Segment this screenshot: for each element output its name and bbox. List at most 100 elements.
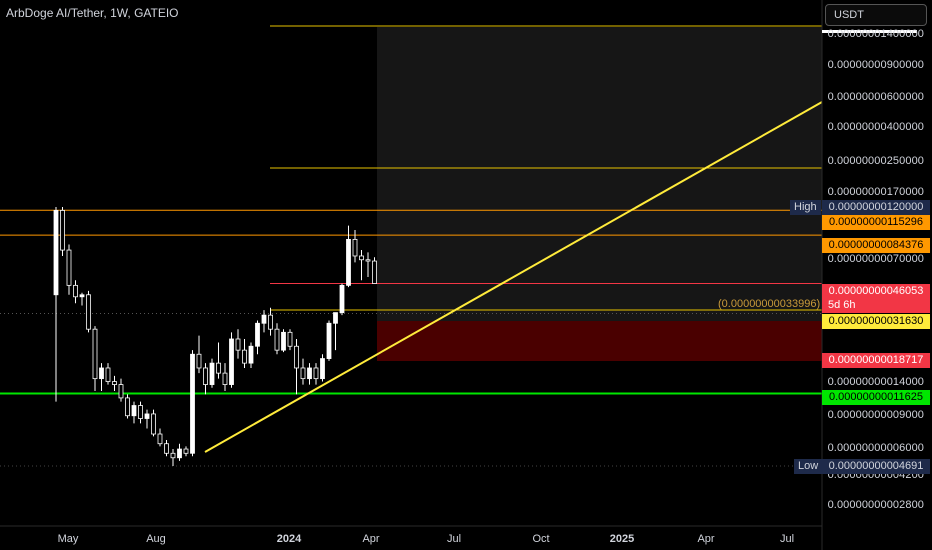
time-axis-label: Jul xyxy=(779,533,795,545)
bear-candle-body xyxy=(203,367,208,385)
bull-candle-body xyxy=(320,358,325,380)
bull-candle-body xyxy=(229,338,234,385)
bull-candle-body xyxy=(248,345,254,364)
bull-candle-body xyxy=(307,367,312,380)
green-price-badge: 0.00000000011625 xyxy=(822,390,930,405)
bear-candle-body xyxy=(60,210,65,251)
candle xyxy=(229,332,234,388)
candle xyxy=(196,335,202,374)
candle xyxy=(261,310,267,333)
candle xyxy=(203,363,208,395)
candle xyxy=(242,338,247,368)
candle xyxy=(359,250,364,281)
trend-line[interactable] xyxy=(204,101,823,453)
price-axis-tick-label: 0.00000000400000 xyxy=(827,121,924,133)
price-axis-scroll-marker xyxy=(822,30,917,33)
candle xyxy=(151,409,156,437)
candle xyxy=(177,443,182,461)
bull-candle-body xyxy=(261,314,267,324)
bull-candle-body xyxy=(190,353,195,454)
price-axis-tick-label: 0.00000000006000 xyxy=(827,442,924,454)
bear-candle-body xyxy=(112,381,117,385)
bear-candle-body xyxy=(294,345,299,369)
candle xyxy=(125,394,130,419)
time-axis-label: 2025 xyxy=(609,533,635,545)
price-axis-top-label: 0.00000001400000 xyxy=(827,28,924,40)
bear-candle-body xyxy=(170,452,176,459)
candle xyxy=(73,280,78,304)
time-axis-label: Apr xyxy=(697,533,715,545)
candle xyxy=(118,378,124,402)
bear-candle-body xyxy=(287,331,293,347)
yellow-price-badge: 0.00000000031630 xyxy=(822,314,930,329)
candle xyxy=(268,307,273,336)
bull-candle-body xyxy=(79,294,85,298)
candle xyxy=(255,320,260,355)
candle xyxy=(339,283,345,316)
red-zone-price-badge: 0.00000000018717 xyxy=(822,353,930,368)
candle xyxy=(183,446,189,457)
bear-candle-body xyxy=(222,372,228,385)
time-axis-label: Oct xyxy=(532,533,550,545)
bear-candle-body xyxy=(151,413,156,435)
price-axis-tick-label: 0.00000000070000 xyxy=(827,253,924,265)
high-tag: High xyxy=(790,200,821,215)
candle xyxy=(157,428,163,447)
bull-candle-body xyxy=(333,312,338,324)
price-axis-tick-label: 0.00000000170000 xyxy=(827,186,924,198)
candle xyxy=(287,329,293,351)
bear-candle-body xyxy=(138,405,143,419)
bear-candle-body xyxy=(86,294,91,330)
candle xyxy=(274,323,280,355)
price-axis-tick-label: 0.00000000014000 xyxy=(827,376,924,388)
bull-candle-body xyxy=(281,331,286,351)
bear-candle-body xyxy=(73,284,78,298)
time-axis-label: Apr xyxy=(362,533,380,545)
bear-candle-body xyxy=(216,362,221,374)
bear-candle-body xyxy=(118,384,124,399)
orange-upper-price-badge: 0.00000000115296 xyxy=(822,215,930,230)
candle xyxy=(352,229,358,263)
candle xyxy=(281,329,286,353)
target-price-label: (0.00000000033996) xyxy=(718,298,821,310)
bear-candle-body xyxy=(105,367,111,382)
bear-candle-body xyxy=(274,328,280,351)
candle xyxy=(372,257,377,284)
bear-candle-body xyxy=(157,433,163,445)
candle xyxy=(66,244,72,295)
bull-candle-body xyxy=(131,405,137,417)
current-price-badge: 0.00000000046053 xyxy=(822,284,930,299)
bull-candle-body xyxy=(53,210,59,296)
candle xyxy=(365,252,371,277)
price-axis-tick-label: 0.00000000250000 xyxy=(827,155,924,167)
projection-zone xyxy=(377,27,822,321)
high-price-badge: 0.00000000120000 xyxy=(822,200,930,215)
time-axis-label: 2024 xyxy=(276,533,302,545)
bear-candle-body xyxy=(242,349,247,364)
candle xyxy=(144,409,150,429)
candle xyxy=(235,329,241,359)
candle xyxy=(313,363,319,385)
candle xyxy=(190,350,195,457)
price-axis-tick-label: 0.00000000009000 xyxy=(827,409,924,421)
candle xyxy=(164,439,169,457)
bull-candle-body xyxy=(99,367,104,380)
time-axis-label: Aug xyxy=(146,533,166,545)
candle xyxy=(60,207,65,256)
candle xyxy=(320,354,325,382)
candle xyxy=(326,320,332,361)
bear-candle-body xyxy=(300,367,306,380)
candle xyxy=(307,363,312,385)
bull-candle-body xyxy=(346,238,351,286)
candle xyxy=(131,401,137,424)
symbol-title: ArbDoge AI/Tether, 1W, GATEIO xyxy=(6,6,179,20)
currency-button[interactable]: USDT xyxy=(825,4,927,26)
candle xyxy=(99,363,104,391)
time-axis-label: Jul xyxy=(446,533,462,545)
bear-candle-body xyxy=(268,314,273,330)
candle xyxy=(333,312,338,351)
candle xyxy=(79,292,85,306)
candle xyxy=(300,358,306,385)
bar-countdown: 5d 6h xyxy=(822,298,930,313)
